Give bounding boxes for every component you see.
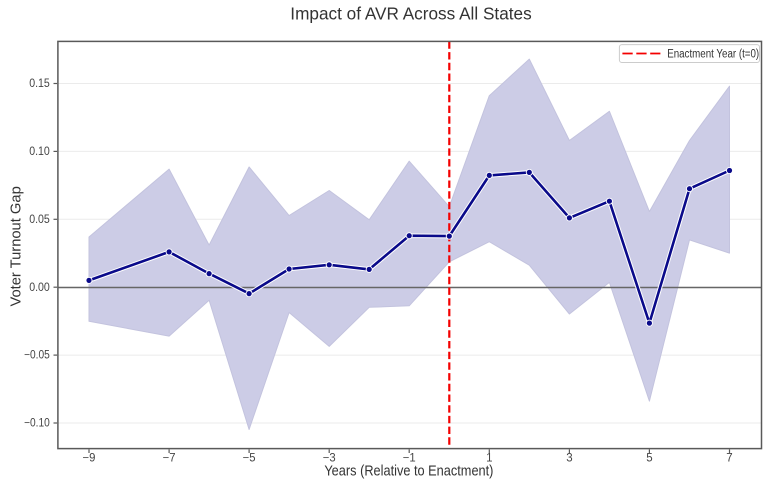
svg-text:7: 7 [726,453,732,465]
svg-text:−0.10: −0.10 [24,418,50,430]
svg-text:0.15: 0.15 [29,78,50,90]
svg-text:−7: −7 [163,453,176,465]
svg-text:−3: −3 [323,453,336,465]
svg-text:Enactment Year (t=0): Enactment Year (t=0) [667,49,759,61]
svg-text:Voter Turnout Gap: Voter Turnout Gap [8,186,24,306]
svg-text:−0.05: −0.05 [24,350,50,362]
svg-text:−1: −1 [403,453,416,465]
svg-text:5: 5 [646,453,652,465]
svg-text:0.00: 0.00 [29,282,50,294]
svg-text:0.10: 0.10 [29,146,50,158]
svg-text:3: 3 [566,453,572,465]
svg-text:−5: −5 [243,453,256,465]
svg-text:−9: −9 [83,453,96,465]
svg-text:0.05: 0.05 [29,214,50,226]
svg-text:Years (Relative to Enactment): Years (Relative to Enactment) [324,463,493,479]
svg-text:Impact of AVR Across All State: Impact of AVR Across All States [290,4,531,24]
svg-text:1: 1 [486,453,492,465]
